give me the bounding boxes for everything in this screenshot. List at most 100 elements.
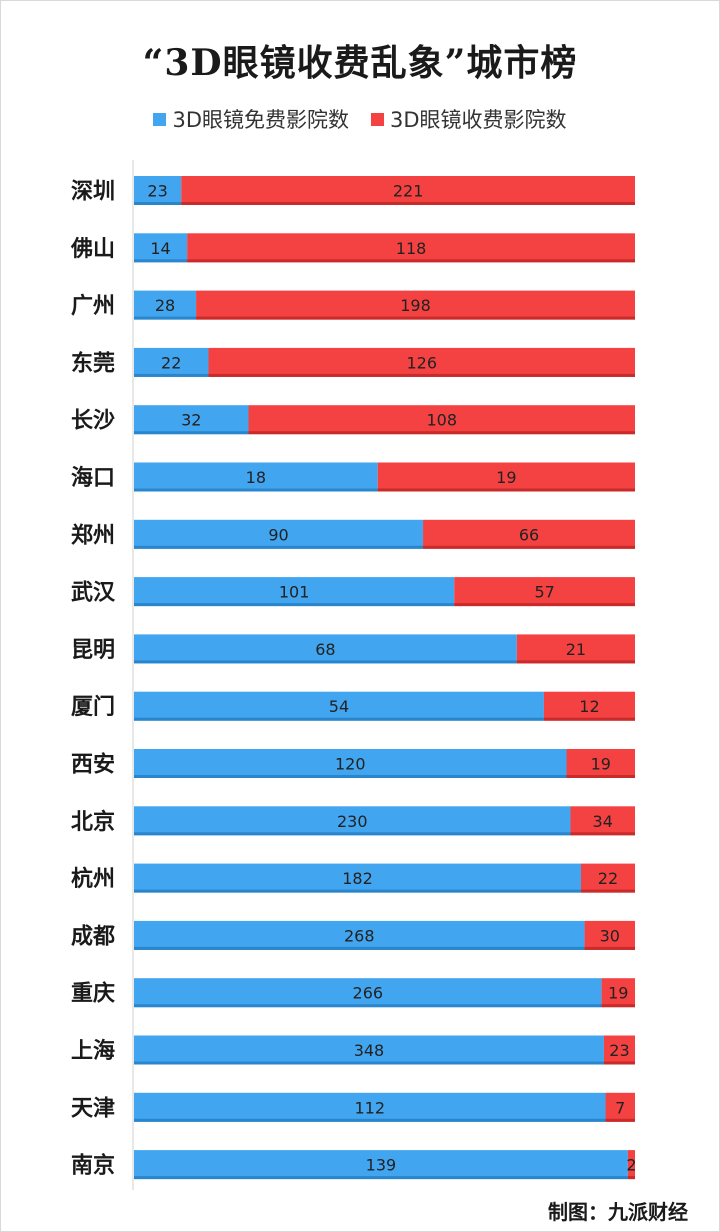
bar-paid [208,347,636,377]
data-label-paid: 108 [426,411,457,430]
data-label-free: 68 [315,640,335,659]
bar-free-shade [134,717,544,721]
bar-paid-shade [543,717,635,721]
bar-free-shade [134,660,517,664]
bar-free [134,176,182,205]
bar-paid-shade [187,259,636,263]
data-label-paid: 22 [598,869,618,888]
bar-paid [377,462,635,492]
bar-paid [196,290,635,320]
bar-free [134,920,585,950]
category-label: 武汉 [71,580,116,606]
category-label: 深圳 [71,179,115,205]
data-label-free: 32 [181,411,201,430]
bar-free-shade [134,545,424,549]
bar-paid [603,1035,635,1065]
category-label: 郑州 [71,522,115,548]
data-label-paid: 30 [600,926,620,945]
bar-free-shade [134,1118,606,1122]
bar-paid [580,863,635,893]
legend-item-paid: 3D眼镜收费影院数 [371,104,567,134]
bar-paid-shade [208,373,636,377]
category-label: 上海 [71,1038,115,1064]
bar-paid [543,691,635,721]
bar-paid-shade [196,316,635,320]
chart-credit: 制图：九派财经 [548,1200,688,1224]
bar-paid [516,634,635,664]
data-label-paid: 21 [566,640,586,659]
bar-paid [601,978,635,1008]
bar-free [134,749,567,778]
bar-paid-shade [377,488,635,492]
data-label-free: 14 [150,239,170,258]
chart-title: “3D眼镜收费乱象”城市榜 [142,42,578,84]
legend-label-free: 3D眼镜免费影院数 [172,108,349,132]
data-label-paid: 2 [626,1156,636,1175]
data-label-free: 23 [147,182,167,201]
data-label-free: 348 [354,1041,385,1060]
data-label-free: 90 [268,525,288,544]
bar-free-shade [134,775,567,778]
category-label: 海口 [71,465,115,491]
category-label: 北京 [71,809,115,835]
bar-paid [570,806,635,836]
category-label: 天津 [71,1095,115,1121]
bar-paid-shade [248,431,635,435]
bar-paid-shade [603,1061,635,1065]
bar-free-shade [134,1176,628,1180]
bar-free [134,233,188,263]
data-label-paid: 12 [579,697,599,716]
bar-paid-shade [584,946,635,950]
bar-paid [566,749,635,778]
bar-free-shade [134,202,182,205]
bar-free-shade [134,316,197,320]
bar-paid-shade [570,832,635,836]
bar-free-shade [134,946,585,950]
data-label-free: 18 [246,468,266,487]
data-label-paid: 23 [609,1041,629,1060]
category-label: 南京 [71,1153,115,1179]
data-label-free: 266 [353,984,384,1003]
bar-free-shade [134,488,378,492]
data-label-paid: 7 [615,1098,625,1117]
data-label-free: 182 [342,869,373,888]
category-label: 西安 [71,752,115,778]
data-label-paid: 118 [396,239,427,258]
bar-paid-shade [601,1004,635,1008]
bar-free-shade [134,259,188,263]
legend-item-free: 3D眼镜免费影院数 [153,104,349,134]
bar-free-shade [134,603,455,607]
bar-free [134,1035,604,1065]
bar-free-shade [134,431,249,435]
data-label-free: 54 [329,697,349,716]
bar-paid [627,1150,635,1180]
category-label: 佛山 [70,236,115,262]
category-label: 昆明 [71,637,115,663]
bar-paid-shade [423,545,635,549]
bar-free [134,577,455,607]
data-label-free: 139 [366,1156,397,1175]
data-label-free: 101 [279,583,310,602]
category-label: 成都 [71,923,115,949]
bar-free [134,634,517,664]
data-label-free: 112 [354,1098,385,1117]
bar-paid [181,176,635,205]
bar-free-shade [134,1004,602,1008]
bar-paid [248,405,635,435]
data-label-paid: 126 [406,353,437,372]
category-label: 杭州 [71,866,115,892]
bar-paid-shade [454,603,635,607]
data-label-paid: 19 [591,755,611,774]
bar-free [134,290,197,320]
bar-free [134,863,581,893]
bar-free [134,462,378,492]
data-label-free: 120 [335,755,366,774]
data-label-paid: 19 [608,984,628,1003]
bar-free [134,347,209,377]
bar-paid [584,920,635,950]
data-label-free: 268 [344,926,375,945]
chart-legend: 3D眼镜免费影院数 3D眼镜收费影院数 [0,104,720,134]
bar-free-shade [134,832,571,836]
bar-paid [423,519,635,549]
